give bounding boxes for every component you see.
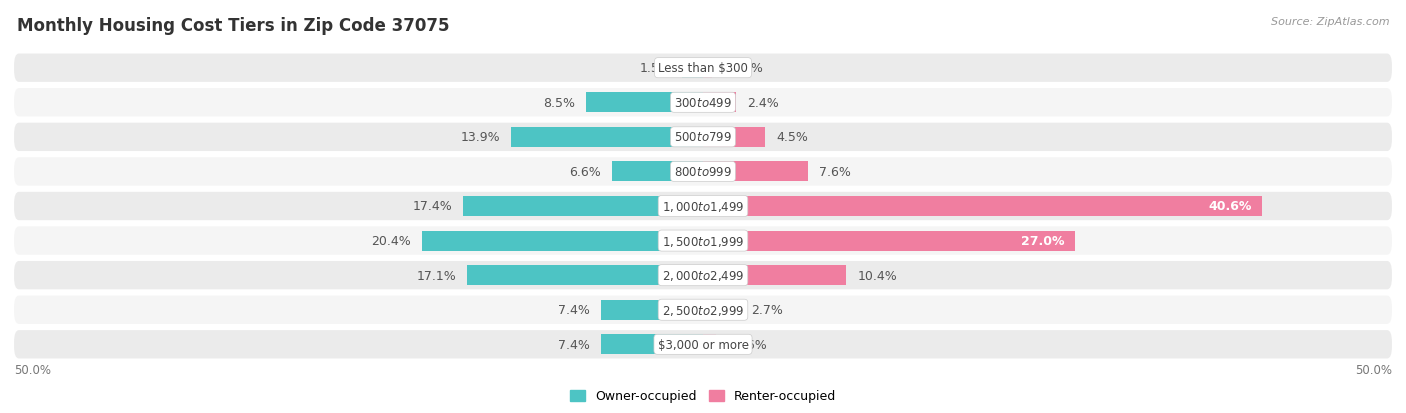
Text: Monthly Housing Cost Tiers in Zip Code 37075: Monthly Housing Cost Tiers in Zip Code 3… xyxy=(17,17,450,34)
Text: 8.5%: 8.5% xyxy=(543,97,575,109)
Text: $800 to $999: $800 to $999 xyxy=(673,166,733,178)
Bar xyxy=(703,59,713,78)
Text: 20.4%: 20.4% xyxy=(371,235,411,247)
Bar xyxy=(586,93,703,113)
Bar xyxy=(463,197,703,216)
Text: 7.4%: 7.4% xyxy=(558,304,591,316)
Text: $300 to $499: $300 to $499 xyxy=(673,97,733,109)
Text: 10.4%: 10.4% xyxy=(858,269,897,282)
Text: 1.5%: 1.5% xyxy=(640,62,671,75)
Text: 2.7%: 2.7% xyxy=(751,304,783,316)
Bar xyxy=(703,231,1076,251)
Bar xyxy=(600,335,703,354)
Text: 17.1%: 17.1% xyxy=(416,269,457,282)
Text: $500 to $799: $500 to $799 xyxy=(673,131,733,144)
Text: 6.6%: 6.6% xyxy=(569,166,600,178)
Text: 7.6%: 7.6% xyxy=(818,166,851,178)
Text: $2,000 to $2,499: $2,000 to $2,499 xyxy=(662,268,744,282)
FancyBboxPatch shape xyxy=(14,330,1392,358)
Text: Less than $300: Less than $300 xyxy=(658,62,748,75)
Bar xyxy=(703,162,807,182)
Bar xyxy=(703,266,846,285)
Text: $2,500 to $2,999: $2,500 to $2,999 xyxy=(662,303,744,317)
Text: 13.9%: 13.9% xyxy=(461,131,501,144)
Bar xyxy=(422,231,703,251)
Text: $1,000 to $1,499: $1,000 to $1,499 xyxy=(662,199,744,214)
Text: Source: ZipAtlas.com: Source: ZipAtlas.com xyxy=(1271,17,1389,26)
Text: 2.4%: 2.4% xyxy=(747,97,779,109)
Bar xyxy=(682,59,703,78)
Text: 0.96%: 0.96% xyxy=(727,338,768,351)
Bar xyxy=(512,128,703,147)
FancyBboxPatch shape xyxy=(14,55,1392,83)
Text: 4.5%: 4.5% xyxy=(776,131,808,144)
Bar xyxy=(703,197,1263,216)
Text: $3,000 or more: $3,000 or more xyxy=(658,338,748,351)
Bar xyxy=(703,300,740,320)
Text: 17.4%: 17.4% xyxy=(412,200,453,213)
Text: 7.4%: 7.4% xyxy=(558,338,591,351)
FancyBboxPatch shape xyxy=(14,192,1392,221)
Legend: Owner-occupied, Renter-occupied: Owner-occupied, Renter-occupied xyxy=(565,385,841,408)
Bar xyxy=(600,300,703,320)
FancyBboxPatch shape xyxy=(14,89,1392,117)
FancyBboxPatch shape xyxy=(14,227,1392,255)
Text: 0.68%: 0.68% xyxy=(724,62,763,75)
FancyBboxPatch shape xyxy=(14,296,1392,324)
Text: $1,500 to $1,999: $1,500 to $1,999 xyxy=(662,234,744,248)
Text: 27.0%: 27.0% xyxy=(1021,235,1064,247)
Text: 40.6%: 40.6% xyxy=(1208,200,1251,213)
Bar xyxy=(703,128,765,147)
FancyBboxPatch shape xyxy=(14,158,1392,186)
Text: 50.0%: 50.0% xyxy=(14,363,51,376)
FancyBboxPatch shape xyxy=(14,261,1392,290)
FancyBboxPatch shape xyxy=(14,123,1392,152)
Bar xyxy=(703,93,737,113)
Text: 50.0%: 50.0% xyxy=(1355,363,1392,376)
Bar xyxy=(467,266,703,285)
Bar xyxy=(612,162,703,182)
Bar xyxy=(703,335,716,354)
